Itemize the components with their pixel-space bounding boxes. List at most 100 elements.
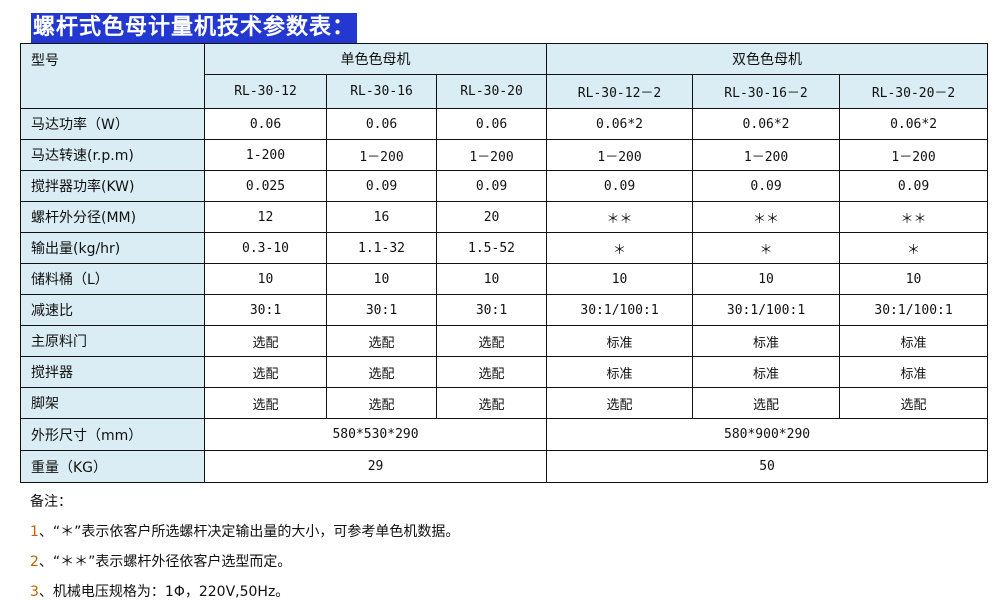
cell-value: 30:1 bbox=[326, 294, 437, 326]
table-row: 马达功率（W） 0.06 0.06 0.06 0.06*2 0.06*2 0.06*2 bbox=[20, 108, 989, 140]
table-row: 螺杆外分径(MM) 12 16 20 ＊＊ ＊＊ ＊＊ bbox=[20, 201, 989, 233]
model-name: RL-30-20－2 bbox=[839, 74, 989, 109]
cell-value: ＊＊ bbox=[692, 201, 841, 233]
cell-value: 选配 bbox=[204, 356, 327, 388]
model-name: RL-30-16 bbox=[326, 74, 437, 109]
table-row: 重量（KG） 29 50 bbox=[20, 450, 989, 483]
note-number: 1 bbox=[30, 524, 39, 540]
single-color-group-header: 单色色母机 bbox=[203, 43, 548, 75]
cell-value: 0.3-10 bbox=[204, 232, 327, 264]
cell-value: 10 bbox=[692, 263, 841, 295]
cell-value: 0.09 bbox=[839, 170, 989, 202]
row-label: 搅拌器功率(KW) bbox=[20, 170, 205, 202]
cell-value: 0.06*2 bbox=[546, 108, 694, 140]
double-value: 50 bbox=[546, 450, 989, 483]
table-row: 马达转速(r.p.m) 1-200 1－200 1－200 1－200 1－200 1－20… bbox=[20, 139, 989, 171]
cell-value: 1-200 bbox=[204, 139, 327, 171]
row-label: 螺杆外分径(MM) bbox=[20, 201, 205, 233]
row-label: 减速比 bbox=[20, 294, 205, 326]
row-label: 马达功率（W） bbox=[20, 108, 205, 140]
row-label: 外形尺寸（mm） bbox=[20, 418, 205, 451]
model-header: 型号 bbox=[20, 43, 205, 109]
cell-value: 选配 bbox=[435, 356, 548, 388]
row-label: 主原料门 bbox=[20, 325, 205, 357]
row-label: 脚架 bbox=[20, 387, 205, 419]
cell-value: ＊ bbox=[692, 232, 841, 264]
cell-value: 选配 bbox=[204, 325, 327, 357]
double-value: 580*900*290 bbox=[546, 418, 989, 451]
single-value: 29 bbox=[203, 450, 548, 483]
cell-value: 1.1-32 bbox=[326, 232, 437, 264]
cell-value: ＊＊ bbox=[839, 201, 989, 233]
double-color-group-header: 双色色母机 bbox=[546, 43, 989, 75]
cell-value: 0.06*2 bbox=[839, 108, 989, 140]
cell-value: 16 bbox=[326, 201, 437, 233]
cell-value: 0.09 bbox=[546, 170, 694, 202]
cell-value: 20 bbox=[435, 201, 548, 233]
cell-value: 0.06 bbox=[435, 108, 548, 140]
cell-value: 标准 bbox=[546, 356, 694, 388]
cell-value: 标准 bbox=[692, 356, 841, 388]
cell-value: 30:1 bbox=[435, 294, 548, 326]
note-item: 1、“＊”表示依客户所选螺杆决定输出量的大小，可参考单色机数据。 bbox=[30, 517, 459, 547]
cell-value: 30:1/100:1 bbox=[546, 294, 694, 326]
row-label: 输出量(kg/hr) bbox=[20, 232, 205, 264]
row-label: 马达转速(r.p.m) bbox=[20, 139, 205, 171]
cell-value: 0.09 bbox=[326, 170, 437, 202]
model-name: RL-30-12－2 bbox=[546, 74, 694, 109]
row-label: 储料桶（L） bbox=[20, 263, 205, 295]
note-text: 、机械电压规格为：1Φ，220V,50Hz。 bbox=[38, 584, 290, 600]
note-text: 、“＊”表示依客户所选螺杆决定输出量的大小，可参考单色机数据。 bbox=[38, 524, 460, 540]
notes-heading: 备注： bbox=[30, 494, 72, 510]
cell-value: 30:1/100:1 bbox=[839, 294, 989, 326]
cell-value: 选配 bbox=[435, 325, 548, 357]
single-value: 580*530*290 bbox=[203, 418, 548, 451]
cell-value: 1－200 bbox=[546, 139, 694, 171]
cell-value: 选配 bbox=[435, 387, 548, 419]
cell-value: 10 bbox=[435, 263, 548, 295]
cell-value: 1.5-52 bbox=[435, 232, 548, 264]
note-number: 3 bbox=[30, 584, 39, 600]
table-row: 储料桶（L） 10 10 10 10 10 10 bbox=[20, 263, 989, 295]
table-row: 外形尺寸（mm） 580*530*290 580*900*290 bbox=[20, 418, 989, 451]
cell-value: 10 bbox=[839, 263, 989, 295]
cell-value: 选配 bbox=[326, 325, 437, 357]
model-name: RL-30-20 bbox=[435, 74, 548, 109]
cell-value: 0.025 bbox=[204, 170, 327, 202]
cell-value: ＊ bbox=[839, 232, 989, 264]
cell-value: 0.09 bbox=[435, 170, 548, 202]
cell-value: 选配 bbox=[326, 387, 437, 419]
cell-value: 0.06*2 bbox=[692, 108, 841, 140]
table-row: 脚架 选配 选配 选配 选配 选配 选配 bbox=[20, 387, 989, 419]
cell-value: 10 bbox=[546, 263, 694, 295]
cell-value: 标准 bbox=[839, 356, 989, 388]
cell-value: 30:1/100:1 bbox=[692, 294, 841, 326]
cell-value: 0.09 bbox=[692, 170, 841, 202]
cell-value: ＊＊ bbox=[546, 201, 694, 233]
note-item: 3、机械电压规格为：1Φ，220V,50Hz。 bbox=[30, 577, 459, 607]
row-label: 搅拌器 bbox=[20, 356, 205, 388]
page-title: 螺杆式色母计量机技术参数表： bbox=[31, 13, 358, 43]
cell-value: 0.06 bbox=[204, 108, 327, 140]
cell-value: 1－200 bbox=[326, 139, 437, 171]
notes: 备注： 1、“＊”表示依客户所选螺杆决定输出量的大小，可参考单色机数据。 2、“… bbox=[30, 487, 459, 607]
table-row: 搅拌器功率(KW) 0.025 0.09 0.09 0.09 0.09 0.09 bbox=[20, 170, 989, 202]
model-name: RL-30-12 bbox=[204, 74, 327, 109]
note-number: 2 bbox=[30, 554, 39, 570]
table-row: 搅拌器 选配 选配 选配 标准 标准 标准 bbox=[20, 356, 989, 388]
cell-value: 30:1 bbox=[204, 294, 327, 326]
cell-value: 选配 bbox=[204, 387, 327, 419]
spec-table: 型号 单色色母机 双色色母机 RL-30-12 RL-30-16 RL-30-2… bbox=[20, 43, 989, 483]
cell-value: 选配 bbox=[326, 356, 437, 388]
cell-value: 选配 bbox=[839, 387, 989, 419]
note-text: 、“＊＊”表示螺杆外径依客户选型而定。 bbox=[38, 554, 292, 570]
cell-value: 10 bbox=[326, 263, 437, 295]
cell-value: 1－200 bbox=[435, 139, 548, 171]
table-row: 减速比 30:1 30:1 30:1 30:1/100:1 30:1/100:1 30:1/… bbox=[20, 294, 989, 326]
cell-value: 12 bbox=[204, 201, 327, 233]
table-row: 输出量(kg/hr) 0.3-10 1.1-32 1.5-52 ＊＊＊ bbox=[20, 232, 989, 264]
row-label: 重量（KG） bbox=[20, 450, 205, 483]
cell-value: 1－200 bbox=[839, 139, 989, 171]
cell-value: 选配 bbox=[546, 387, 694, 419]
note-item: 2、“＊＊”表示螺杆外径依客户选型而定。 bbox=[30, 547, 459, 577]
